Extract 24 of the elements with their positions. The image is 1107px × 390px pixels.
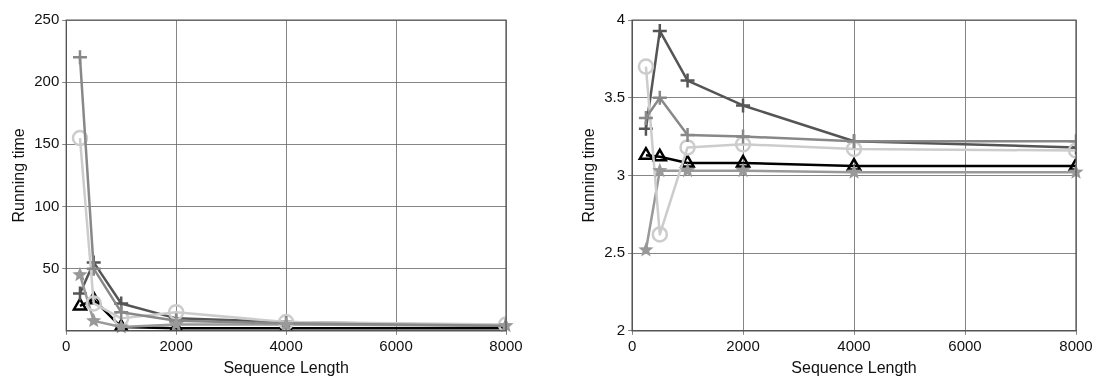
y-axis-title: Running time (580, 128, 598, 223)
x-tick-label: 0 (62, 336, 71, 354)
x-axis-title: Sequence Length (791, 358, 917, 376)
y-tick-label: 150 (34, 134, 60, 152)
y-tick-label: 50 (42, 258, 60, 276)
y-tick-label: 100 (34, 196, 60, 214)
y-tick-label: 2 (616, 320, 626, 338)
y-axis-title: Running time (10, 128, 28, 223)
x-tick-label: 2000 (726, 336, 760, 354)
y-tick-label: 2.5 (604, 243, 626, 261)
x-axis-title: Sequence Length (223, 358, 349, 376)
x-tick-label: 8000 (1059, 336, 1093, 354)
y-tick-label: 250 (34, 10, 60, 28)
x-tick-label: 4000 (269, 336, 303, 354)
y-tick-label: 3.5 (604, 87, 626, 105)
y-tick-label: 4 (616, 10, 626, 28)
y-tick-label: 200 (34, 72, 60, 90)
x-tick-label: 6000 (948, 336, 982, 354)
x-tick-label: 2000 (159, 336, 193, 354)
x-tick-label: 0 (627, 336, 637, 354)
y-tick-label: 3 (616, 165, 626, 183)
x-tick-label: 8000 (489, 336, 523, 354)
x-tick-label: 6000 (379, 336, 413, 354)
x-tick-label: 4000 (837, 336, 871, 354)
